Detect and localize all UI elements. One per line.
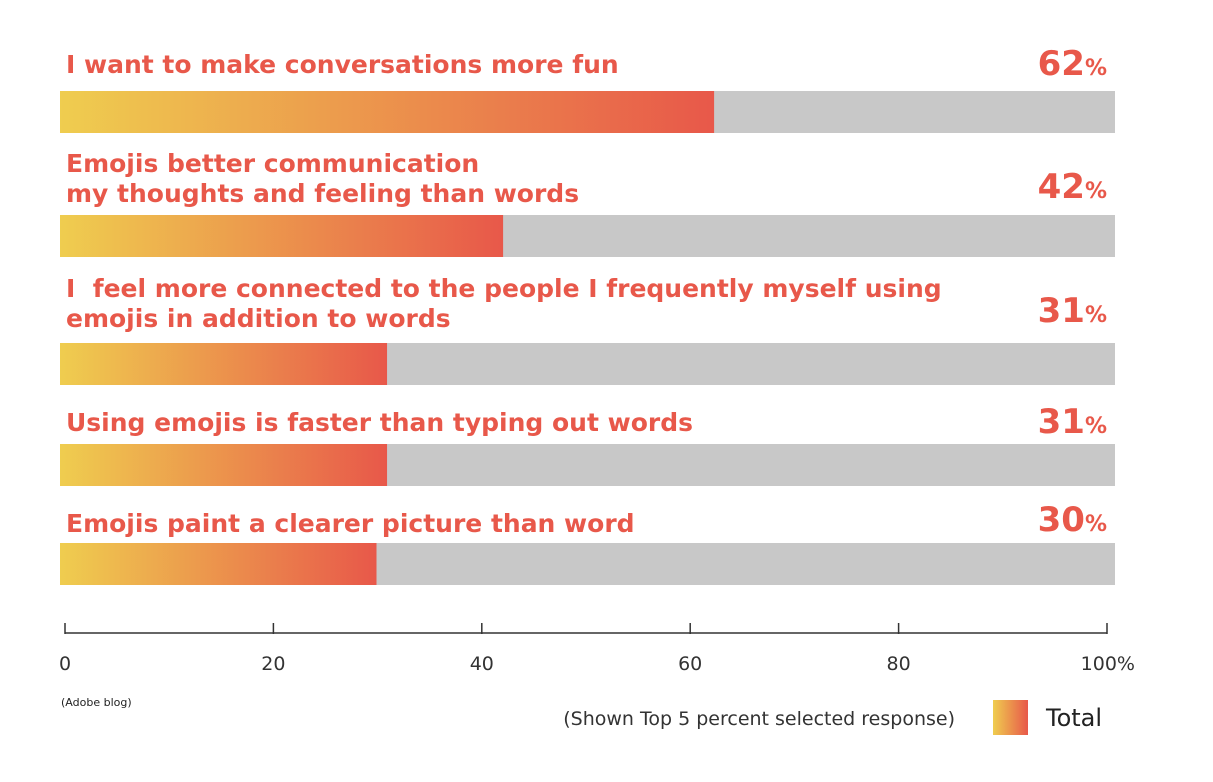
legend-label: Total bbox=[1045, 704, 1102, 732]
x-tick-label: 80 bbox=[887, 653, 911, 675]
x-tick-label: 60 bbox=[678, 653, 702, 675]
bar bbox=[60, 543, 377, 585]
bar bbox=[60, 444, 388, 486]
x-tick-label: 0 bbox=[59, 653, 71, 675]
legend-swatch bbox=[993, 700, 1028, 735]
value-label: 42% bbox=[1038, 167, 1107, 207]
x-tick-label: 20 bbox=[261, 653, 285, 675]
value-label: 31% bbox=[1038, 291, 1107, 331]
bar bbox=[60, 343, 388, 385]
bars-layer bbox=[60, 91, 1115, 585]
category-labels: I want to make conversations more fun Emo… bbox=[66, 50, 942, 538]
value-label: 31% bbox=[1038, 402, 1107, 442]
value-label: 62% bbox=[1038, 44, 1107, 84]
x-tick-label: 100% bbox=[1081, 653, 1135, 675]
x-tick-label: 40 bbox=[470, 653, 494, 675]
value-labels: 62% 42% 31% 31% 30% bbox=[1038, 44, 1107, 540]
category-label: Emojis paint a clearer picture than word bbox=[66, 509, 635, 538]
bar bbox=[60, 215, 504, 257]
category-label: I feel more connected to the people I fr… bbox=[66, 274, 942, 303]
category-label: Using emojis is faster than typing out w… bbox=[66, 408, 693, 437]
value-label: 30% bbox=[1038, 500, 1107, 540]
legend: Total bbox=[993, 700, 1102, 735]
category-label: I want to make conversations more fun bbox=[66, 50, 619, 79]
source-text: (Adobe blog) bbox=[61, 696, 132, 709]
x-axis: 0 20 40 60 80 100% bbox=[59, 623, 1135, 675]
category-label: emojis in addition to words bbox=[66, 304, 451, 333]
category-label: my thoughts and feeling than words bbox=[66, 179, 579, 208]
bar bbox=[60, 91, 715, 133]
note-text: (Shown Top 5 percent selected response) bbox=[563, 708, 955, 730]
category-label: Emojis better communication bbox=[66, 149, 479, 178]
